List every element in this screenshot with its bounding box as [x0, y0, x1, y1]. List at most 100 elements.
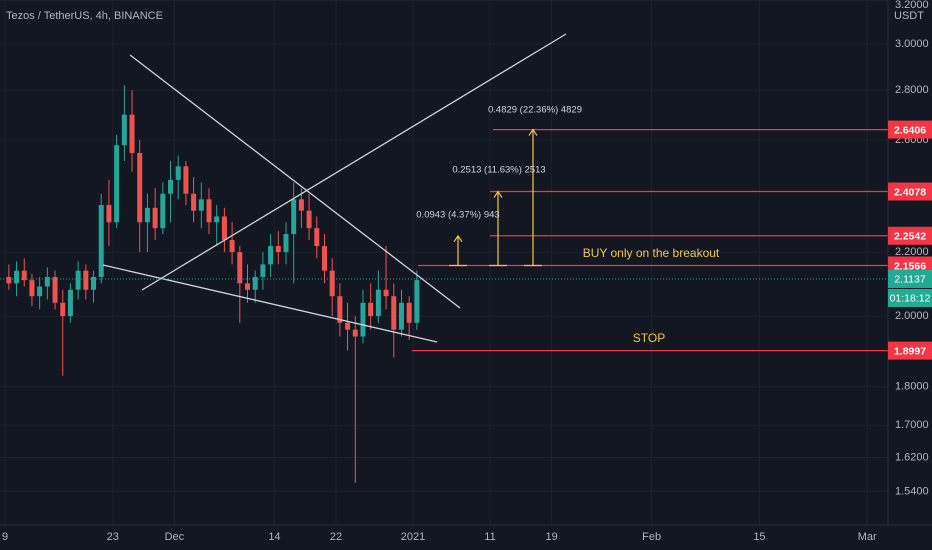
candle-body [60, 302, 66, 317]
level-label-bg [888, 341, 932, 360]
y-tick-label: 1.8000 [895, 381, 929, 393]
candle-body [221, 216, 227, 241]
candle-body [260, 264, 266, 277]
unit-label: USDT [894, 10, 924, 22]
candle-body [360, 302, 366, 337]
candle-body [275, 246, 281, 253]
candles [6, 85, 420, 483]
countdown-bg [888, 288, 932, 307]
candle-body [91, 276, 97, 290]
level-label-bg [888, 120, 932, 139]
level-label: 1.8997 [894, 345, 926, 357]
candle-body [183, 166, 189, 194]
candle-body [98, 204, 104, 277]
countdown: 01:18:12 [890, 293, 931, 305]
chart-title: Tezos / TetherUS, 4h, BINANCE [6, 10, 163, 22]
trend-line [129, 54, 461, 309]
y-tick-label: 2.8000 [895, 84, 929, 96]
candle-body [114, 145, 120, 223]
measure-label: 0.2513 (11.63%) 2513 [452, 165, 545, 176]
level-label: 2.6406 [894, 124, 926, 136]
candle-body [137, 153, 143, 223]
current-price-label: 2.1137 [894, 274, 925, 286]
y-tick-label: 1.6200 [895, 451, 929, 463]
overlay: 0.4829 (22.36%) 4829 0.2513 (11.63%) 2513… [0, 105, 888, 352]
candle-body [298, 199, 304, 211]
candle-body [37, 286, 43, 297]
candle-body [268, 246, 274, 265]
candle-body [121, 114, 127, 146]
x-tick-label: 15 [753, 531, 765, 543]
candle-body [198, 199, 204, 211]
candle-body [168, 179, 174, 194]
level-label: 2.2542 [894, 231, 926, 243]
candle-body [291, 199, 297, 235]
candle-body [398, 302, 404, 330]
x-tick-label: 23 [107, 531, 119, 543]
candle-body [106, 204, 112, 223]
measure-label: 0.0943 (4.37%) 943 [416, 210, 499, 221]
x-tick-label: 14 [268, 531, 280, 543]
y-tick-label: 1.7000 [895, 419, 929, 431]
candle-body [414, 280, 420, 323]
candle-body [352, 329, 358, 337]
candle-body [237, 252, 243, 284]
x-tick-label: Mar [858, 531, 877, 543]
candle-body [383, 289, 389, 297]
candle-body [375, 289, 381, 317]
y-tick-label: 3.0000 [895, 38, 929, 50]
candle-body [406, 302, 412, 323]
arrow-head [528, 128, 538, 136]
candle-body [175, 166, 181, 180]
candle-body [6, 276, 12, 284]
candle-body [52, 276, 58, 303]
candle-body [83, 270, 89, 290]
current-price-bg [888, 269, 932, 288]
candle-body [191, 193, 197, 211]
x-tick-label: 9 [2, 531, 8, 543]
level-label: 2.4078 [894, 186, 926, 198]
x-tick-label: 22 [330, 531, 342, 543]
candle-body [21, 270, 27, 281]
candle-body [144, 207, 150, 223]
arrow-head [493, 190, 503, 198]
candle-body [152, 207, 158, 229]
x-tick-label: Dec [165, 531, 185, 543]
candle-body [321, 246, 327, 271]
candle-body [337, 296, 343, 323]
y-tick-label: 2.2000 [895, 246, 929, 258]
x-tick-label: Feb [642, 531, 661, 543]
y-tick-label: 3.2000 [895, 0, 929, 11]
x-tick-label: 19 [545, 531, 557, 543]
candle-body [252, 276, 258, 290]
y-tick-label: 1.5400 [895, 485, 929, 497]
annotation: BUY only on the breakout [583, 246, 720, 260]
annotation: STOP [633, 331, 665, 345]
candle-body [345, 322, 351, 330]
arrow-head [453, 234, 463, 243]
candle-body [391, 296, 397, 330]
candle-body [44, 276, 50, 287]
x-tick-label: 11 [484, 531, 495, 543]
x-tick-label: 2021 [401, 531, 425, 543]
drawings [102, 33, 567, 343]
candle-body [14, 270, 20, 284]
candle-body [129, 114, 135, 154]
level-label: 2.1566 [894, 260, 926, 272]
candle-body [283, 234, 289, 253]
trend-line [102, 264, 438, 343]
candle-body [75, 270, 81, 290]
candle-body [206, 199, 212, 223]
candle-body [160, 193, 166, 229]
candle-body [214, 216, 220, 223]
candle-body [229, 240, 235, 253]
candle-body [245, 283, 251, 290]
candle-body [306, 210, 312, 229]
measure-label: 0.4829 (22.36%) 4829 [488, 105, 582, 116]
level-label-bg [888, 226, 932, 245]
grid [0, 0, 888, 525]
